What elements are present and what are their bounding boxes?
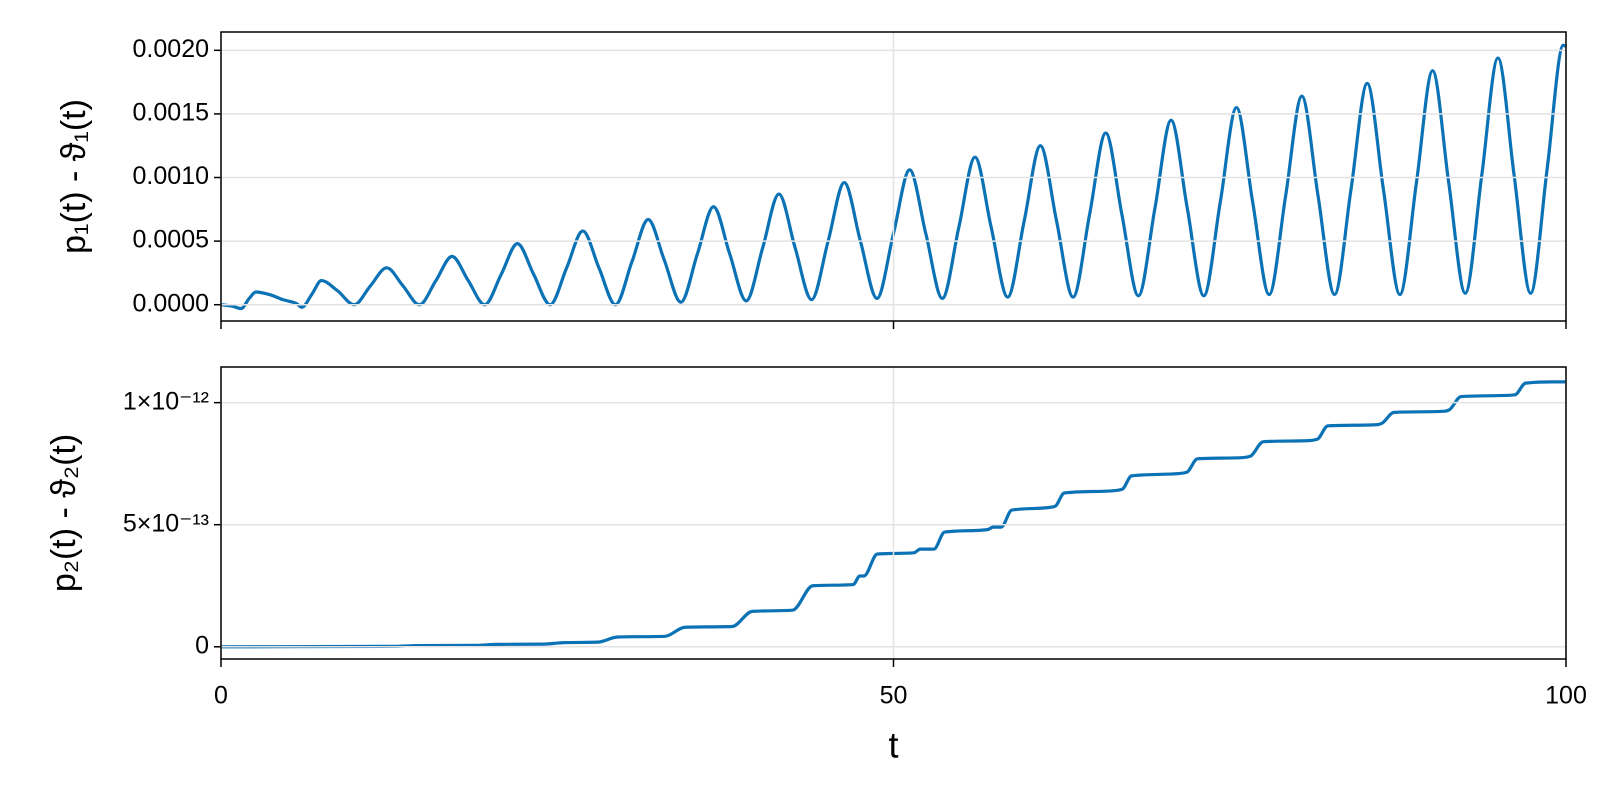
plot-frame bbox=[220, 366, 1567, 660]
data-line bbox=[221, 380, 1566, 649]
y-tick-label: 0.0000 bbox=[133, 289, 209, 317]
y-tick-label: 0.0005 bbox=[133, 226, 209, 254]
x-tick-label: 0 bbox=[214, 682, 228, 710]
y-tick-label: 0.0010 bbox=[133, 162, 209, 190]
y-tick-label: 0.0015 bbox=[133, 99, 209, 127]
data-line bbox=[221, 43, 1566, 311]
y-axis-label: p₂(t) - ϑ₂(t) bbox=[45, 434, 83, 592]
x-tick-label: 100 bbox=[1545, 682, 1587, 710]
y-tick-label: 1×10⁻¹² bbox=[123, 387, 209, 415]
plot-frame bbox=[220, 31, 1567, 322]
plot-area bbox=[221, 380, 1566, 649]
y-tick-label: 5×10⁻¹³ bbox=[123, 509, 209, 537]
plot-area bbox=[221, 43, 1566, 311]
y-tick-label: 0 bbox=[195, 631, 209, 659]
x-tick-label: 50 bbox=[880, 682, 908, 710]
x-axis-label: t bbox=[888, 725, 898, 766]
y-tick-label: 0.0020 bbox=[133, 35, 209, 63]
y-axis-label: p₁(t) - ϑ₁(t) bbox=[55, 99, 93, 254]
